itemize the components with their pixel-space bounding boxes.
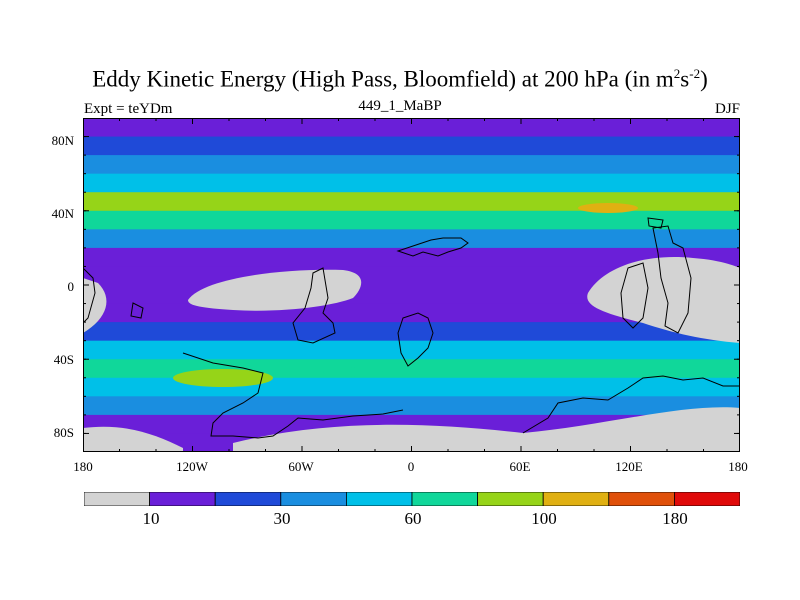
x-tick-label-120e: 120E	[615, 459, 643, 474]
y-tick-label-40n: 40N	[51, 206, 74, 221]
antarctic-low-east	[233, 407, 740, 452]
colorbar-swatch	[542, 492, 610, 506]
band-60	[83, 173, 740, 193]
colorbar-swatch	[280, 492, 347, 506]
antarctic-low-west	[83, 426, 183, 452]
band-70	[83, 155, 740, 175]
coast-asia	[652, 225, 692, 334]
tropical-low-west-pacific	[83, 278, 107, 333]
y-tick-label-40s: 40S	[53, 352, 74, 367]
coast-south-america	[292, 267, 336, 344]
coast-africa	[397, 312, 434, 367]
sh-jet-core-2	[323, 367, 383, 377]
colorbar	[84, 492, 740, 506]
coast-west-edge	[83, 267, 96, 324]
band-20	[83, 247, 740, 267]
colorbar-swatch	[411, 492, 478, 506]
coast-australia	[620, 262, 649, 329]
x-tick-label-60w: 60W	[288, 459, 314, 474]
latitude-bands	[83, 118, 740, 452]
colorbar-label-100: 100	[531, 509, 557, 528]
coast-north-america	[396, 237, 469, 257]
band--30	[83, 340, 740, 360]
chart-title: Eddy Kinetic Energy (High Pass, Bloomfie…	[92, 66, 708, 92]
y-tick-label-0: 0	[67, 279, 75, 294]
chart-subtitle: 449_1_MaBP	[358, 98, 442, 114]
colorbar-label-180: 180	[662, 509, 688, 528]
eke-map	[83, 118, 740, 452]
colorbar-label-30: 30	[273, 509, 291, 528]
x-tick-label-180e: 180	[728, 459, 748, 474]
colorbar-label-10: 10	[142, 509, 160, 528]
colorbar-swatch	[345, 492, 413, 506]
band-40	[83, 210, 740, 230]
y-tick-label-80s: 80S	[53, 425, 74, 440]
sh-jet-core	[173, 369, 273, 387]
tropical-low-america	[188, 269, 362, 311]
x-tick-label-120w: 120W	[176, 459, 208, 474]
coast-antarctica-east	[522, 375, 740, 434]
band--60	[83, 396, 740, 416]
colorbar-swatch	[608, 492, 675, 506]
band-30	[83, 229, 740, 249]
band-90	[83, 118, 740, 138]
experiment-label: Expt = teYDm	[84, 101, 173, 117]
regional-features	[83, 203, 740, 452]
x-tick-label-60e: 60E	[509, 459, 531, 474]
x-tick-label-180w: 180	[73, 459, 93, 474]
colorbar-swatch	[149, 492, 216, 506]
colorbar-swatch	[674, 492, 740, 506]
season-label: DJF	[714, 101, 740, 117]
band--20	[83, 322, 740, 342]
x-tick-label-0: 0	[407, 459, 415, 474]
colorbar-label-60: 60	[404, 509, 422, 528]
colorbar-swatch	[477, 492, 544, 506]
coast-islands	[130, 217, 664, 319]
band-50	[83, 192, 740, 212]
coastlines	[83, 217, 740, 439]
colorbar-swatch	[214, 492, 282, 506]
axis-ticks	[83, 118, 740, 452]
y-tick-label-80n: 80N	[51, 133, 74, 148]
colorbar-swatch	[84, 492, 150, 506]
nh-jet-core	[578, 203, 638, 213]
band-80	[83, 136, 740, 156]
coast-antarctica-edge	[182, 352, 404, 439]
